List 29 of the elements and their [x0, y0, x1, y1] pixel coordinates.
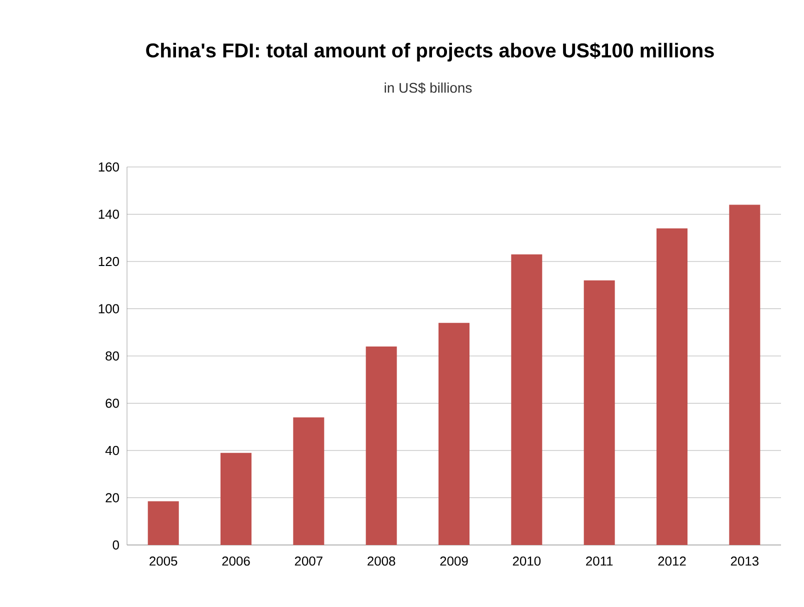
x-tick-label: 2011	[586, 556, 613, 566]
y-tick-label: 20	[106, 493, 119, 502]
bar	[584, 280, 615, 545]
y-tick-label: 140	[98, 210, 119, 219]
y-tick-label: 80	[106, 351, 119, 361]
x-tick-label: 2006	[222, 556, 250, 566]
x-tick-label: 2005	[150, 556, 178, 566]
x-tick-label: 2008	[368, 556, 396, 566]
bar	[438, 322, 470, 545]
x-tick-label: 2013	[730, 556, 759, 566]
bar	[729, 204, 760, 545]
y-tick-label: 60	[106, 398, 119, 408]
x-tick-label: 2012	[658, 556, 686, 566]
y-tick-label: 100	[98, 304, 119, 314]
bar	[293, 417, 324, 545]
y-tick-label: 40	[105, 446, 119, 456]
x-tick-label: 2007	[294, 556, 322, 566]
x-tick-label: 2010	[512, 556, 541, 566]
y-tick-label: 120	[98, 256, 119, 266]
x-tick-label: 2009	[440, 556, 468, 566]
bar	[148, 501, 179, 545]
y-tick-label: 0	[112, 540, 119, 550]
chart-subtitle: in US$ billions	[384, 82, 472, 94]
y-tick-label: 160	[98, 162, 119, 172]
bar	[511, 254, 542, 545]
chart-title: China's FDI: total amount of projects above US$100 millions	[146, 42, 714, 62]
bar	[656, 228, 688, 545]
bar	[220, 452, 252, 545]
bar	[366, 346, 397, 545]
